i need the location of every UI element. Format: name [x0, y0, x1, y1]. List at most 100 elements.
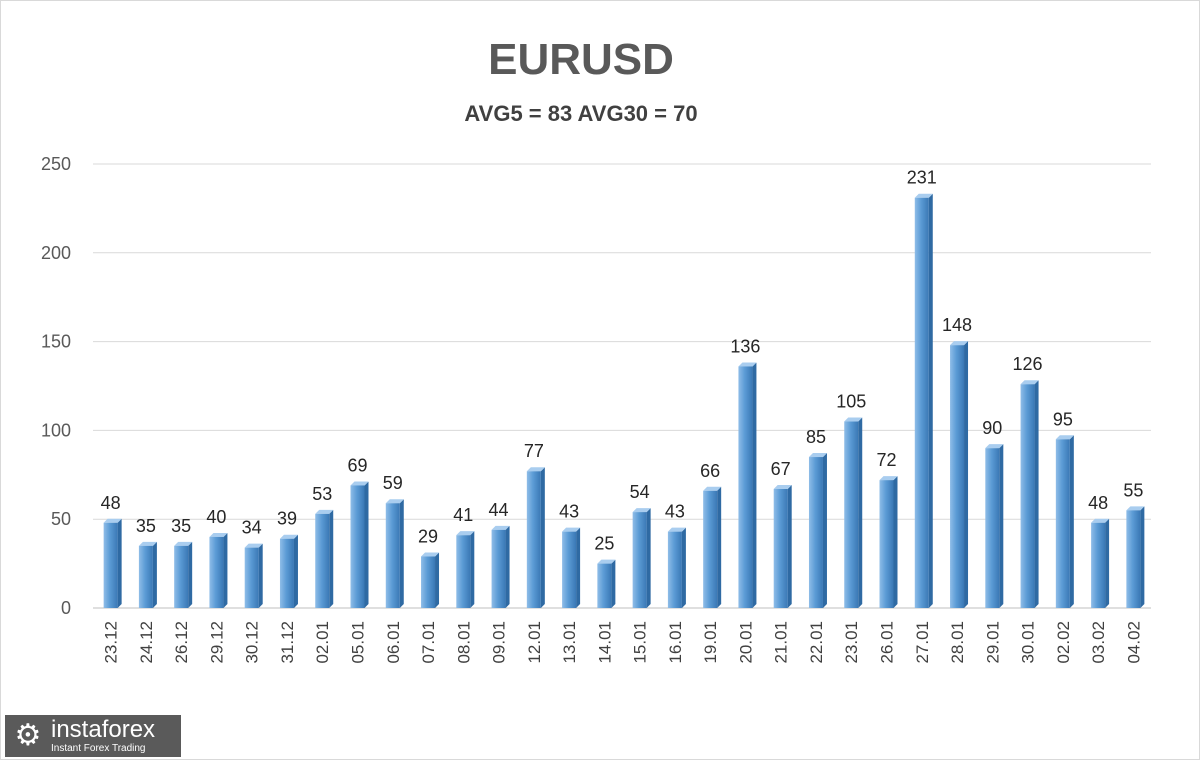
bar-side [399, 499, 404, 608]
data-label: 43 [665, 502, 685, 522]
data-label: 43 [559, 502, 579, 522]
gridlines [93, 163, 1151, 609]
instaforex-logo: ⚙ instaforex Instant Forex Trading [5, 715, 181, 757]
data-label: 77 [524, 441, 544, 461]
chart-subtitle: AVG5 = 83 AVG30 = 70 [464, 101, 698, 126]
data-label: 35 [136, 516, 156, 536]
bar-top [456, 531, 475, 536]
x-tick-label: 27.01 [913, 621, 932, 664]
bar-front [279, 538, 294, 608]
x-tick-label: 13.01 [560, 621, 579, 664]
bar-side [152, 541, 157, 608]
bar-front [1055, 439, 1070, 608]
bar [879, 476, 898, 608]
logo-name: instaforex [51, 716, 156, 743]
bar-side [1069, 435, 1074, 608]
y-tick-label: 0 [61, 598, 71, 618]
data-label: 231 [907, 168, 937, 188]
data-label: 148 [942, 315, 972, 335]
bar-side [928, 193, 933, 608]
bar [1126, 506, 1145, 608]
bar [491, 525, 510, 608]
x-tick-label: 08.01 [454, 621, 473, 664]
y-tick-label: 200 [41, 243, 71, 263]
x-tick-label: 07.01 [419, 621, 438, 664]
data-label: 41 [453, 505, 473, 525]
bar-front [456, 535, 471, 608]
x-tick-label: 26.12 [172, 621, 191, 664]
bar-top [879, 476, 898, 481]
bar [844, 417, 863, 608]
bar-side [364, 481, 369, 608]
x-tick-label: 05.01 [349, 621, 368, 664]
x-tick-label: 04.02 [1124, 621, 1143, 664]
bar [421, 552, 440, 608]
bar-side [752, 362, 757, 608]
bar-front [103, 522, 118, 608]
bar-side [1105, 518, 1110, 608]
x-tick-label: 20.01 [736, 621, 755, 664]
bar-side [787, 485, 792, 608]
data-label: 69 [347, 455, 367, 475]
bar-front [703, 490, 718, 608]
logo-tagline: Instant Forex Trading [51, 743, 146, 754]
x-tick-label: 29.01 [983, 621, 1002, 664]
bar-front [491, 529, 506, 608]
bar [632, 508, 651, 608]
bar-side [435, 552, 440, 608]
bar [138, 541, 157, 608]
bar-front [1126, 510, 1141, 608]
bar-top [985, 444, 1004, 449]
data-label: 66 [700, 461, 720, 481]
x-tick-label: 15.01 [631, 621, 650, 664]
bar-top [526, 467, 545, 472]
bar-front [879, 480, 894, 608]
bar [1055, 435, 1074, 608]
bar-front [667, 531, 682, 608]
bar-front [632, 512, 647, 608]
x-tick-label: 29.12 [207, 621, 226, 664]
bar-side [717, 486, 722, 608]
bar-top [138, 541, 157, 546]
y-tick-label: 250 [41, 154, 71, 174]
x-tick-label: 19.01 [701, 621, 720, 664]
data-label: 59 [383, 473, 403, 493]
bar-top [562, 527, 581, 532]
x-tick-label: 23.01 [842, 621, 861, 664]
bar [667, 527, 686, 608]
data-label: 34 [242, 518, 262, 538]
bar-side [188, 541, 193, 608]
bar-side [1034, 380, 1039, 608]
x-tick-label: 24.12 [137, 621, 156, 664]
bar-front [138, 545, 153, 608]
bar-side [576, 527, 581, 608]
bar-front [385, 503, 400, 608]
x-tick-label: 09.01 [490, 621, 509, 664]
bar [209, 532, 228, 608]
bar-top [209, 532, 228, 537]
bar-side [117, 518, 122, 608]
data-label: 48 [1088, 493, 1108, 513]
data-label: 72 [876, 450, 896, 470]
y-tick-label: 100 [41, 420, 71, 440]
bar [1091, 518, 1110, 608]
bar-front [562, 531, 577, 608]
bar-front [738, 366, 753, 608]
bar [526, 467, 545, 608]
bar-top [315, 509, 334, 514]
data-label: 53 [312, 484, 332, 504]
bar-front [597, 563, 612, 608]
x-tick-label: 21.01 [772, 621, 791, 664]
x-tick-label: 12.01 [525, 621, 544, 664]
bar-top [632, 508, 651, 513]
bar-side [681, 527, 686, 608]
bar-front [773, 489, 788, 608]
bar-side [893, 476, 898, 608]
x-tick-label: 06.01 [384, 621, 403, 664]
bar-front [244, 547, 259, 608]
bar-side [329, 509, 334, 608]
y-tick-label: 150 [41, 332, 71, 352]
bar-front [914, 197, 929, 608]
bar [562, 527, 581, 608]
data-label: 40 [206, 507, 226, 527]
